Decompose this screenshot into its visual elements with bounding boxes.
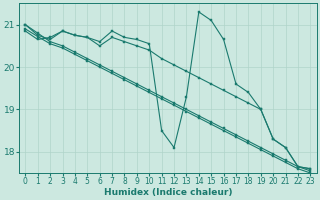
X-axis label: Humidex (Indice chaleur): Humidex (Indice chaleur) <box>104 188 232 197</box>
